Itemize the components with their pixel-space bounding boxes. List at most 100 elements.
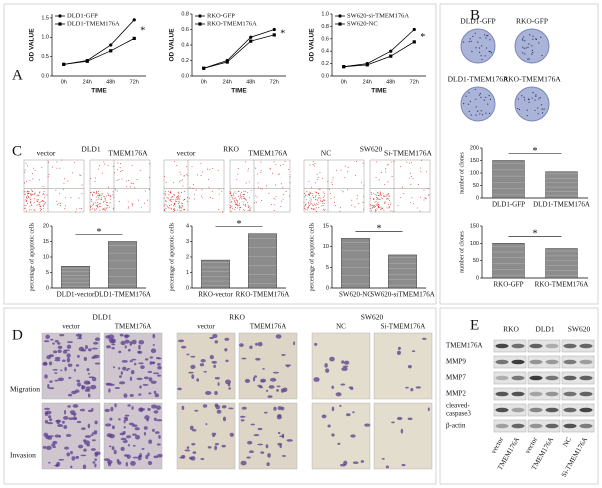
cell-blob	[284, 364, 292, 367]
cell-blob	[181, 405, 185, 410]
flow-dot	[218, 193, 220, 195]
cell-blob	[143, 431, 147, 436]
cell-blob	[68, 417, 74, 420]
cell-blob	[272, 371, 279, 374]
flow-dot	[174, 202, 176, 204]
cell-blob	[138, 362, 144, 365]
y-tick-label: 1.0	[41, 35, 49, 41]
flow-dot	[234, 201, 236, 203]
flow-dot	[41, 166, 43, 168]
cell-blob	[57, 349, 62, 353]
flow-dot	[243, 190, 245, 192]
cell-blob	[108, 388, 111, 393]
flow-dot	[316, 211, 318, 212]
cell-blob	[188, 371, 194, 374]
blot-band	[529, 407, 543, 413]
cell-blob	[85, 344, 88, 350]
flow-dot	[351, 199, 353, 201]
flow-dot	[168, 199, 170, 201]
flow-dot	[170, 199, 171, 201]
colony-dot	[534, 109, 536, 112]
flow-dot	[31, 193, 33, 195]
flow-dot	[26, 197, 28, 198]
flow-dot	[121, 170, 123, 172]
cell-blob	[257, 384, 262, 387]
cell-blob	[280, 388, 285, 393]
flow-dot	[244, 204, 246, 206]
flow-dot	[218, 188, 220, 190]
flow-dot	[183, 208, 185, 210]
cell-blob	[209, 336, 214, 340]
flow-dot	[30, 201, 32, 203]
blot-strip	[493, 403, 527, 417]
colony-dot	[531, 45, 533, 47]
flow-plot	[303, 159, 365, 213]
flow-dot	[317, 176, 319, 178]
cell-blob	[132, 456, 139, 459]
flow-dot	[170, 197, 172, 198]
cell-blob	[343, 360, 350, 365]
cell-blob	[94, 362, 101, 365]
flow-dot	[373, 206, 375, 208]
flow-dot	[374, 206, 376, 207]
flow-dot	[177, 192, 179, 193]
cell-blob	[252, 376, 256, 382]
cell-line-label: DLD1	[535, 325, 554, 334]
flow-dot	[183, 199, 185, 200]
flow-dot	[181, 207, 183, 209]
cell-blob	[352, 411, 355, 414]
flow-dot	[168, 194, 170, 196]
y-tick-label: 0.8	[321, 24, 329, 30]
colony-dot	[541, 108, 543, 110]
flow-dot	[247, 170, 249, 172]
flow-dot	[235, 197, 236, 199]
blot-strip	[493, 339, 527, 353]
flow-dot	[165, 191, 167, 193]
cell-blob	[58, 458, 65, 461]
bar	[61, 266, 90, 289]
series-line	[63, 38, 135, 65]
flow-dot	[312, 164, 314, 166]
y-tick-label: 1.0	[321, 11, 329, 17]
x-tick-label: 24h	[223, 79, 232, 85]
plate	[460, 28, 496, 64]
blot-band	[545, 407, 559, 413]
flow-dot	[306, 191, 308, 193]
flow-dot	[44, 203, 46, 205]
flow-dot	[25, 210, 27, 212]
flow-dot	[411, 197, 413, 199]
flow-dot	[260, 199, 262, 201]
x-tick-label: 72h	[410, 79, 419, 85]
flow-dot	[131, 164, 133, 166]
flow-dot	[268, 192, 270, 194]
flow-dot	[138, 199, 140, 201]
cell-blob	[81, 427, 86, 430]
cell-blob	[203, 370, 207, 373]
plate-label: DLD1-TMEM176A	[448, 75, 509, 84]
colony-dot	[472, 35, 474, 37]
flow-dot	[144, 202, 145, 204]
flow-dot	[127, 180, 129, 182]
flow-dot	[236, 200, 238, 202]
flow-dot	[324, 202, 326, 204]
flow-dot	[380, 194, 382, 196]
flow-dot	[412, 203, 414, 205]
annotation: *	[533, 229, 538, 240]
y-tick-label: 5	[326, 265, 329, 271]
flow-dot	[48, 161, 49, 163]
flow-dot	[38, 179, 40, 181]
flow-dot	[24, 193, 26, 195]
cell-blob	[146, 418, 149, 422]
micrograph	[176, 332, 236, 400]
point	[132, 36, 136, 41]
flow-dot	[255, 195, 257, 197]
cell-blob	[411, 350, 416, 353]
flow-dot	[38, 194, 40, 196]
flow-dot	[245, 205, 246, 207]
point	[412, 27, 416, 32]
flow-dot	[104, 208, 106, 210]
flow-dot	[25, 199, 27, 201]
cell-blob	[48, 361, 53, 366]
flow-dot	[171, 198, 173, 200]
flow-dot	[171, 196, 173, 198]
